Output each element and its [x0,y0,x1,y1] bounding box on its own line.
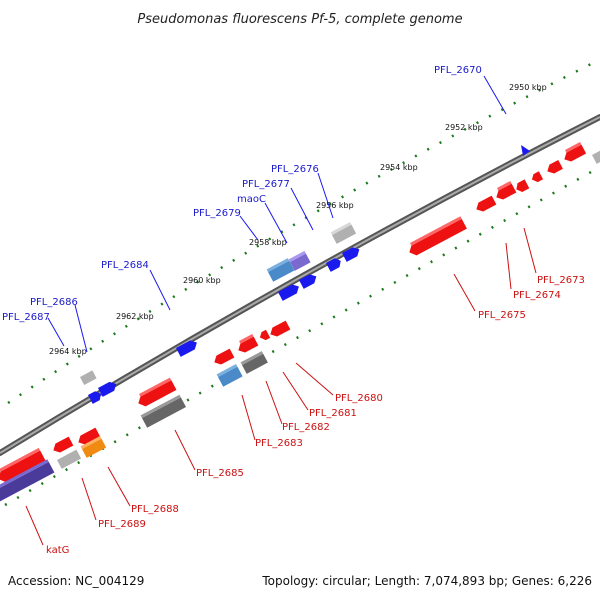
gene-label[interactable]: katG [46,545,69,556]
map-title: Pseudomonas fluorescens Pf-5, complete g… [137,12,462,27]
gene-maoc[interactable] [326,256,343,272]
gene-label[interactable]: PFL_2670 [434,65,482,76]
scale-label: 2956 kbp [316,201,354,210]
gene-label[interactable]: PFL_2677 [242,179,290,190]
gene-pfl-2683[interactable] [212,348,235,367]
gene-label[interactable]: PFL_2688 [131,504,179,515]
gene-pfl-2687[interactable] [88,389,103,404]
gene-pfl-2682[interactable] [235,333,259,355]
bottom-strand-genes [0,142,600,502]
scale-label: 2962 kbp [116,312,154,321]
gene-pfl-2679[interactable] [266,258,295,282]
gene-label[interactable]: PFL_2684 [101,260,149,271]
bottom-leader-lines [25,227,537,546]
gene-pfl-2677[interactable] [342,245,362,262]
gene-dark-grey[interactable] [240,351,268,374]
gene-label[interactable]: PFL_2675 [478,310,526,321]
genome-backbone [0,114,600,456]
scale-arc-inner [4,165,600,507]
gene-label[interactable]: PFL_2685 [196,468,244,479]
scale-label: 2958 kbp [249,238,287,247]
gene-pfl-2684[interactable] [176,338,199,357]
gene-pfl-2674b[interactable] [474,195,497,214]
scale-label: 2950 kbp [509,83,547,92]
gene-violet[interactable] [288,250,311,271]
gene-pfl-2685[interactable] [135,377,177,409]
gene-pfl-2674[interactable] [493,180,517,202]
gene-pfl-2688[interactable] [76,427,101,447]
gene-label[interactable]: PFL_2674 [513,290,561,301]
gene-grey-small[interactable] [80,370,97,385]
gene-label[interactable]: PFL_2680 [335,393,383,404]
gene-blue-pair-a[interactable] [278,282,301,301]
gene-purple-long[interactable] [0,459,55,502]
scale-label: 2954 kbp [380,163,418,172]
gene-label[interactable]: PFL_2683 [255,438,303,449]
bottom-strand-labels: PFL_2673 PFL_2674 PFL_2675 PFL_2680 PFL_… [46,275,585,556]
gene-pfl-2689-grey[interactable] [57,449,82,469]
scale-label: 2960 kbp [183,276,221,285]
gene-red-right-2[interactable] [545,159,563,176]
gene-blue-pair-b[interactable] [299,272,319,289]
gene-label[interactable]: PFL_2686 [30,297,78,308]
gene-label[interactable]: PFL_2673 [537,275,585,286]
gene-pfl-2673[interactable] [514,179,530,193]
gene-label[interactable]: PFL_2676 [271,164,319,175]
gene-pfl-2680[interactable] [268,320,291,339]
scale-label: 2952 kbp [445,123,483,132]
gene-pfl-2689[interactable] [51,436,74,455]
scale-label: 2964 kbp [49,347,87,356]
top-strand-labels: PFL_2670 PFL_2676 PFL_2677 maoC PFL_2679… [2,65,482,323]
gene-katg[interactable] [0,447,46,485]
gene-light-blue[interactable] [216,364,243,387]
gene-label[interactable]: PFL_2689 [98,519,146,530]
top-strand-genes [80,222,362,404]
gene-red-right-3[interactable] [530,171,544,184]
gene-grey-far-right[interactable] [592,150,600,164]
gene-pfl-2688-orange[interactable] [80,436,107,458]
gene-label[interactable]: maoC [237,194,266,205]
scale-arc-outer [7,60,596,405]
strand-arrow-icon [521,145,530,156]
gene-pfl-2686[interactable] [98,380,119,397]
gene-label[interactable]: PFL_2682 [282,422,330,433]
gene-pfl-2685-grey[interactable] [140,394,187,428]
gene-pfl-2675[interactable] [406,216,467,257]
gene-label[interactable]: PFL_2681 [309,408,357,419]
accession-text: Accession: NC_004129 [8,574,144,588]
gene-pfl-2676[interactable] [330,222,357,244]
scale-labels: 2950 kbp 2952 kbp 2954 kbp 2956 kbp 2958… [49,83,547,356]
gene-label[interactable]: PFL_2679 [193,208,241,219]
gene-red-right-1[interactable] [561,142,587,164]
genome-summary-text: Topology: circular; Length: 7,074,893 bp… [261,574,592,588]
gene-pfl-2681[interactable] [258,329,271,342]
gene-label[interactable]: PFL_2687 [2,312,50,323]
top-leader-lines [47,75,507,353]
